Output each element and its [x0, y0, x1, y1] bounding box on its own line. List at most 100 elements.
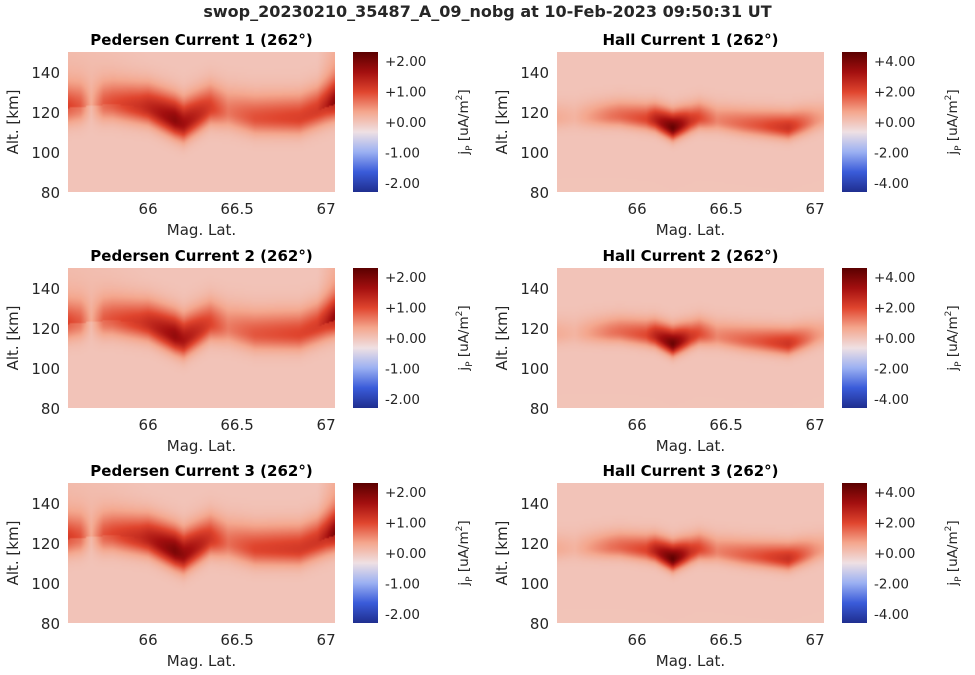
colorbar-tick-label: -1.00	[385, 576, 420, 592]
colorbar-tick-label: +1.00	[385, 85, 426, 101]
colorbar-tick-label: +2.00	[874, 85, 915, 101]
colorbar-label: jP [uA/m2]	[455, 305, 475, 371]
y-axis-label: Alt. [km]	[4, 306, 22, 371]
y-tick-label: 120	[520, 535, 549, 553]
colorbar-tick-label: +0.00	[385, 115, 426, 131]
x-tick-label: 66.5	[220, 416, 253, 434]
colorbar-tick-label: +2.00	[385, 485, 426, 501]
heatmap-image	[557, 52, 824, 192]
colorbar-tick-label: +2.00	[874, 301, 915, 317]
subplot-title: Pedersen Current 1 (262°)	[90, 31, 312, 49]
colorbar	[353, 483, 378, 623]
x-tick-label: 67	[317, 416, 336, 434]
colorbar-label: jP [uA/m2]	[455, 520, 475, 586]
subplot-title: Pedersen Current 2 (262°)	[90, 247, 312, 265]
heatmap-image	[557, 268, 824, 408]
subplot-6: Hall Current 3 (262°) 80 100 120 140 66 66.5 67…	[493, 462, 964, 670]
subplot-title: Pedersen Current 3 (262°)	[90, 462, 312, 480]
x-tick-label: 66	[628, 416, 647, 434]
colorbar-tick-label: -4.00	[874, 392, 909, 408]
x-tick-label: 66.5	[709, 416, 742, 434]
x-tick-label: 66.5	[220, 631, 253, 649]
y-tick-label: 80	[41, 184, 60, 202]
y-tick-label: 80	[530, 615, 549, 633]
y-axis-label: Alt. [km]	[493, 90, 511, 155]
x-tick-label: 66.5	[220, 200, 253, 218]
x-tick-label: 66	[628, 200, 647, 218]
colorbar-tick-label: +4.00	[874, 54, 915, 70]
colorbar-tick-label: -2.00	[385, 392, 420, 408]
colorbar-tick-label: -2.00	[385, 176, 420, 192]
colorbar	[353, 268, 378, 408]
y-axis-label: Alt. [km]	[493, 521, 511, 586]
colorbar-label: jP [uA/m2]	[944, 89, 964, 155]
y-tick-label: 100	[520, 575, 549, 593]
x-tick-label: 67	[317, 631, 336, 649]
colorbar-tick-label: -2.00	[874, 361, 909, 377]
subplot-1: Pedersen Current 1 (262°) 80 100 120 140 66 66…	[4, 31, 475, 239]
x-tick-label: 66	[139, 416, 158, 434]
figure-title: swop_20230210_35487_A_09_nobg at 10-Feb-…	[203, 2, 772, 21]
heatmap-image	[68, 483, 335, 623]
colorbar-tick-label: -2.00	[874, 576, 909, 592]
heatmap-image	[68, 52, 335, 192]
colorbar	[353, 52, 378, 192]
y-tick-label: 140	[31, 495, 60, 513]
colorbar-tick-label: +2.00	[385, 270, 426, 286]
subplot-2: Hall Current 1 (262°) 80 100 120 140 66 66.5 67…	[493, 31, 964, 239]
y-tick-label: 100	[520, 144, 549, 162]
subplot-4: Hall Current 2 (262°) 80 100 120 140 66 66.5 67…	[493, 247, 964, 455]
x-tick-label: 66	[628, 631, 647, 649]
subplot-3: Pedersen Current 2 (262°) 80 100 120 140 66 66…	[4, 247, 475, 455]
x-tick-label: 66	[139, 631, 158, 649]
y-tick-label: 120	[520, 104, 549, 122]
y-tick-label: 100	[31, 144, 60, 162]
y-tick-label: 80	[530, 400, 549, 418]
y-tick-label: 100	[31, 575, 60, 593]
y-tick-label: 100	[31, 360, 60, 378]
subplot-title: Hall Current 2 (262°)	[602, 247, 778, 265]
colorbar-tick-label: +0.00	[874, 115, 915, 131]
colorbar-tick-label: +4.00	[874, 485, 915, 501]
y-tick-label: 80	[41, 400, 60, 418]
x-axis-label: Mag. Lat.	[167, 652, 236, 670]
y-tick-label: 140	[31, 280, 60, 298]
y-tick-label: 120	[31, 104, 60, 122]
x-axis-label: Mag. Lat.	[167, 221, 236, 239]
x-axis-label: Mag. Lat.	[656, 221, 725, 239]
y-tick-label: 120	[31, 535, 60, 553]
heatmap-image	[557, 483, 824, 623]
y-tick-label: 140	[31, 64, 60, 82]
y-axis-label: Alt. [km]	[4, 90, 22, 155]
colorbar-tick-label: +2.00	[385, 54, 426, 70]
colorbar-tick-label: +0.00	[874, 546, 915, 562]
x-tick-label: 66	[139, 200, 158, 218]
y-tick-label: 140	[520, 280, 549, 298]
colorbar-label: jP [uA/m2]	[944, 520, 964, 586]
colorbar-tick-label: -1.00	[385, 361, 420, 377]
heatmap-image	[68, 268, 335, 408]
colorbar-tick-label: +2.00	[874, 516, 915, 532]
colorbar-tick-label: +1.00	[385, 301, 426, 317]
colorbar-tick-label: -4.00	[874, 607, 909, 623]
x-tick-label: 67	[317, 200, 336, 218]
subplot-title: Hall Current 3 (262°)	[602, 462, 778, 480]
colorbar-tick-label: -1.00	[385, 145, 420, 161]
subplot-5: Pedersen Current 3 (262°) 80 100 120 140 66 66…	[4, 462, 475, 670]
x-tick-label: 67	[806, 416, 825, 434]
y-tick-label: 140	[520, 64, 549, 82]
x-tick-label: 67	[806, 200, 825, 218]
x-axis-label: Mag. Lat.	[167, 437, 236, 455]
y-tick-label: 80	[41, 615, 60, 633]
colorbar	[842, 52, 867, 192]
x-axis-label: Mag. Lat.	[656, 437, 725, 455]
colorbar-tick-label: +0.00	[874, 331, 915, 347]
x-tick-label: 67	[806, 631, 825, 649]
colorbar-tick-label: -4.00	[874, 176, 909, 192]
x-tick-label: 66.5	[709, 200, 742, 218]
x-tick-label: 66.5	[709, 631, 742, 649]
colorbar-tick-label: +1.00	[385, 516, 426, 532]
colorbar-tick-label: -2.00	[874, 145, 909, 161]
x-axis-label: Mag. Lat.	[656, 652, 725, 670]
